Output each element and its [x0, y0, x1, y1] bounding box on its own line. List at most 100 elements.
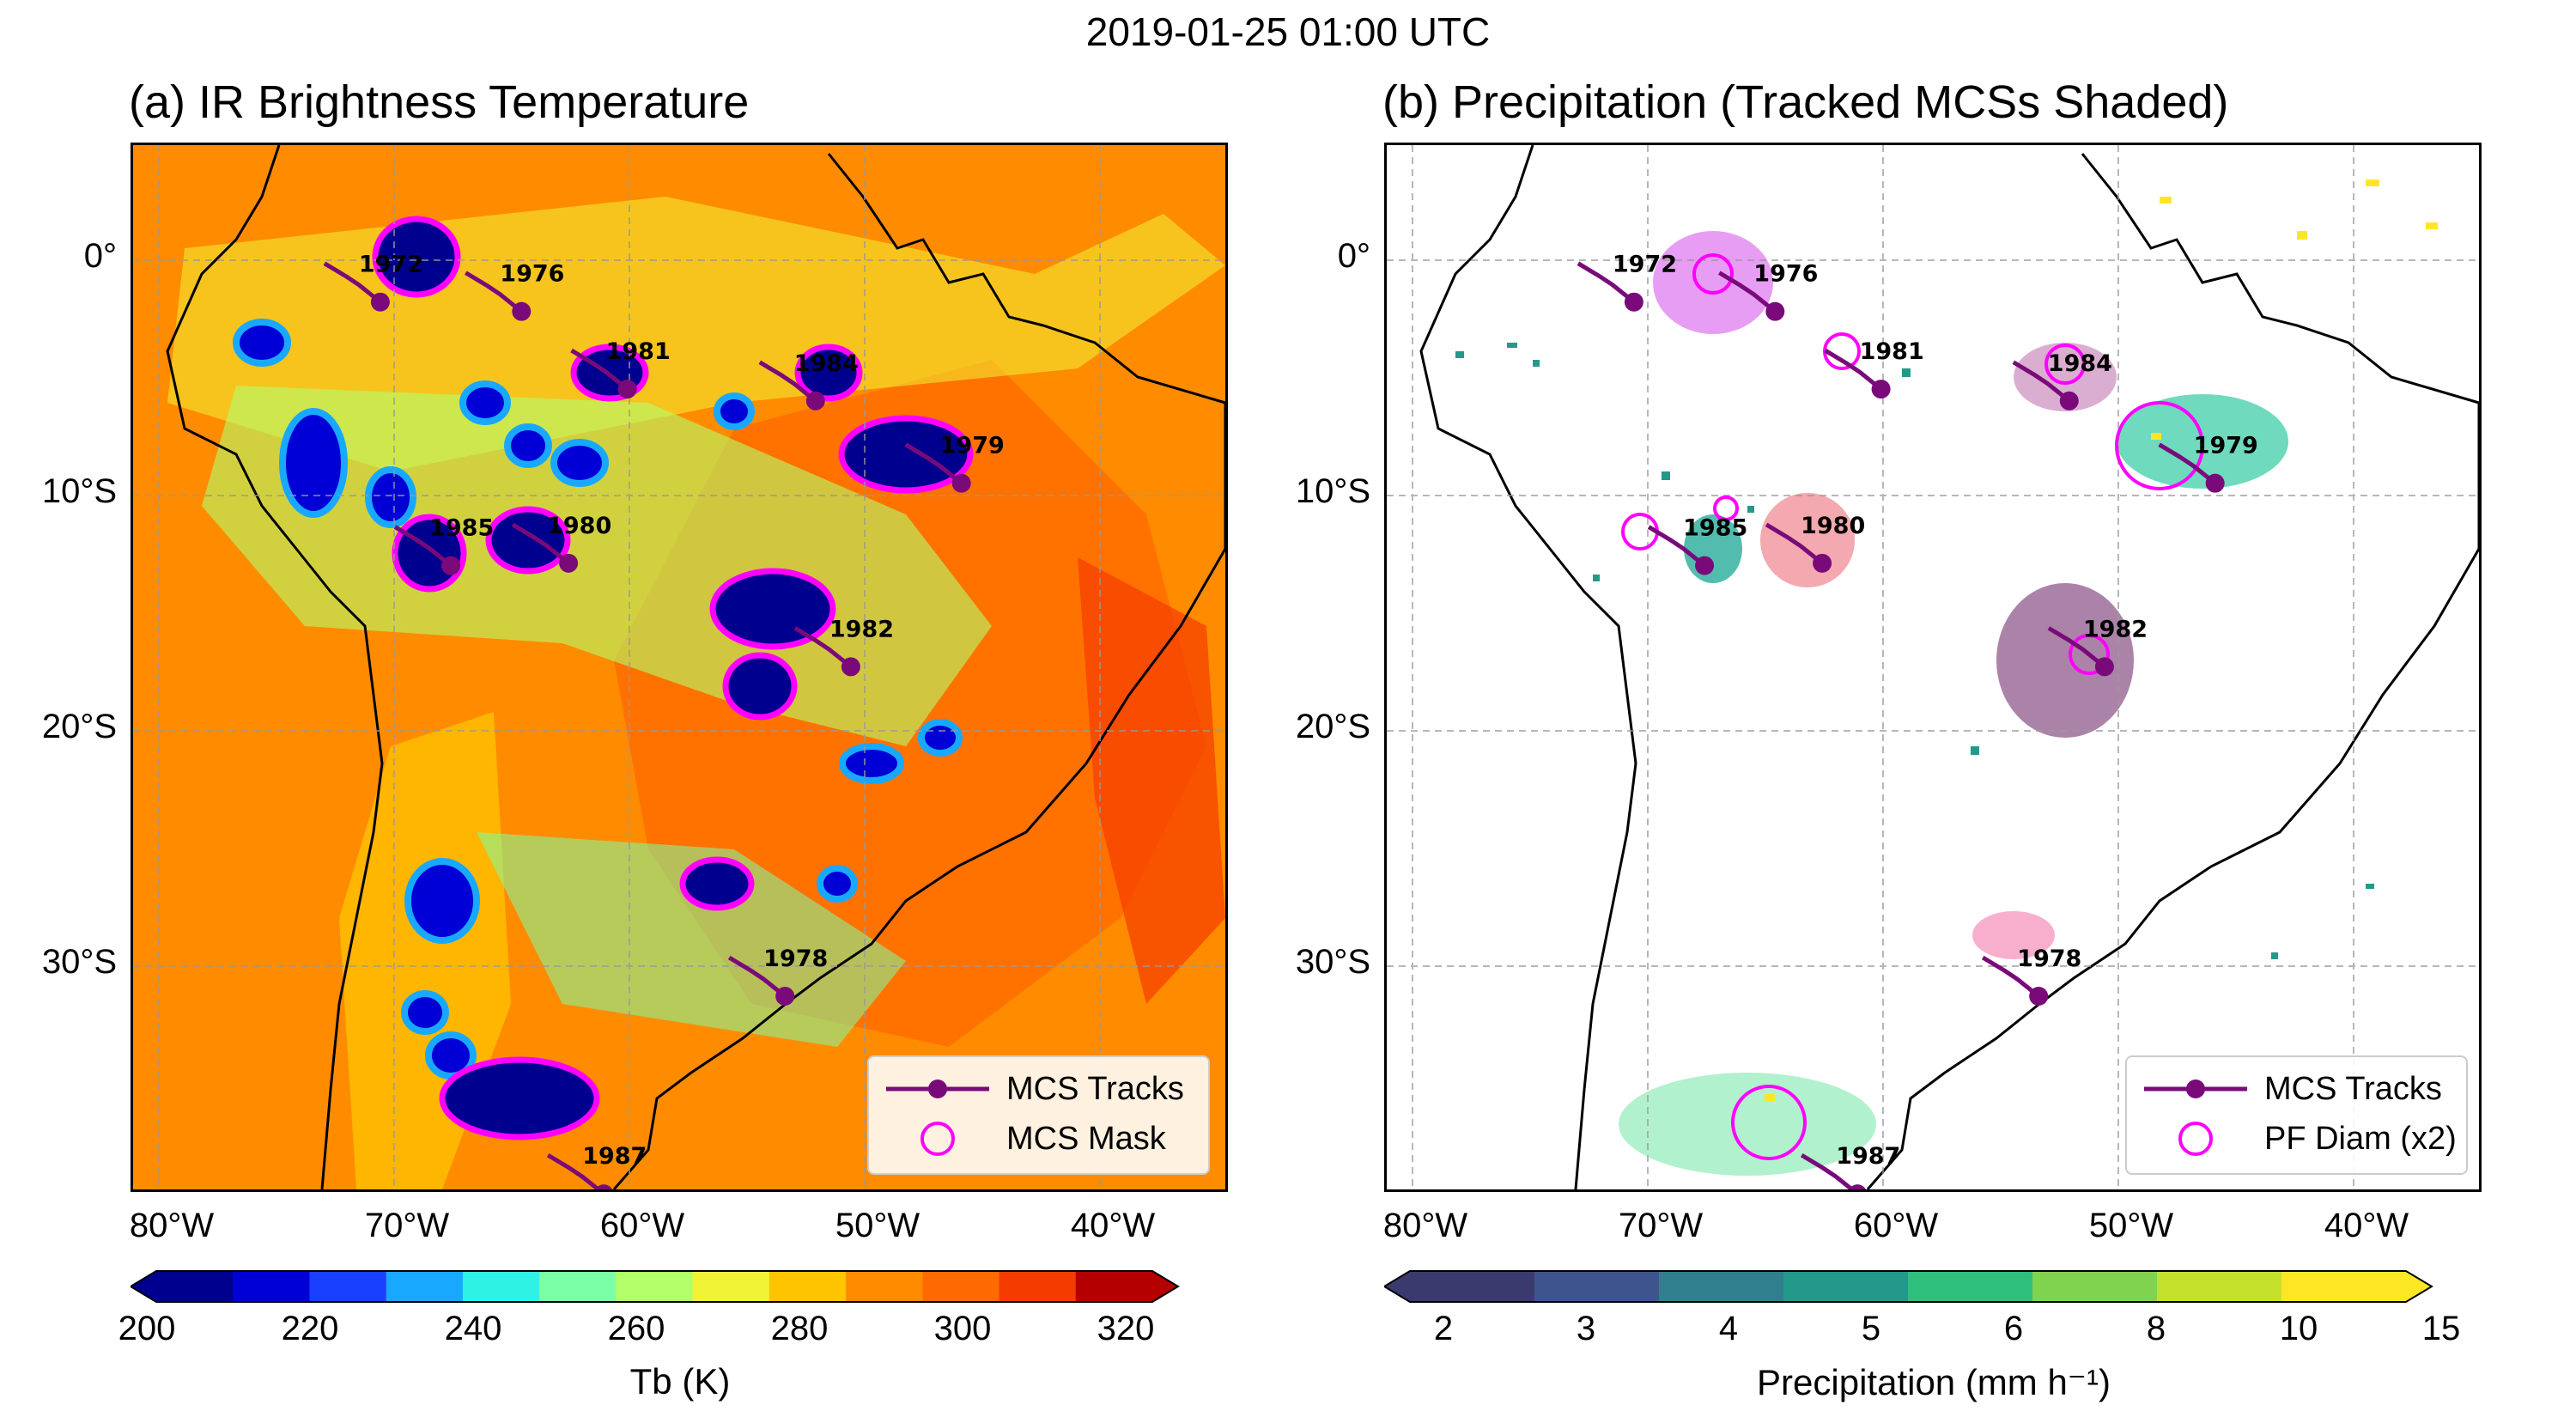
lat-label-a-3: 30°S — [41, 943, 117, 981]
cbar-b-outline — [1384, 1270, 2433, 1303]
figure-title: 2019-01-25 01:00 UTC — [1085, 9, 1491, 54]
cbar-b-swatch-6 — [2157, 1271, 2282, 1302]
cbar-b-extend-low — [1384, 1271, 1410, 1302]
lon-label-a-0: 80°W — [129, 1207, 215, 1244]
lon-label-a-4: 40°W — [1070, 1207, 1156, 1244]
lon-label-b-4: 40°W — [2324, 1207, 2409, 1244]
lat-label-b-3: 30°S — [1295, 943, 1370, 981]
track-label-1976: 1976 — [500, 261, 564, 288]
cbar-a-swatch-9 — [846, 1271, 923, 1302]
cbar-b-tick-1: 3 — [1576, 1310, 1596, 1347]
track-point-1985 — [441, 556, 461, 575]
track-line-1982 — [2047, 626, 2106, 669]
panel-b-tracks: 1972 1976 1981 1984 1979 1985 1980 1982 1978 1987 — [1577, 252, 2258, 1189]
pf-circle-1979 — [2115, 401, 2204, 490]
cbar-a-swatch-11 — [999, 1271, 1077, 1302]
track-line-1987 — [1800, 1153, 1856, 1189]
cbar-a-swatch-3 — [386, 1271, 464, 1302]
cbar-a-swatch-2 — [309, 1271, 387, 1302]
lat-label-b-2: 20°S — [1295, 708, 1370, 745]
cbar-b-swatch-3 — [1783, 1271, 1909, 1302]
cbar-b-tick-6: 10 — [2279, 1310, 2318, 1347]
track-point-1976 — [1765, 301, 1785, 321]
track-label-1981: 1981 — [1860, 338, 1924, 365]
mcs-shade-1987 — [1619, 1073, 1876, 1176]
cbar-a-swatch-4 — [462, 1271, 540, 1302]
track-line-1980 — [511, 522, 570, 565]
cbar-a-extend-low — [131, 1271, 156, 1302]
cbar-b-label: Precipitation (mm h⁻¹) — [1757, 1362, 2111, 1402]
cbar-b-swatch-1 — [1534, 1271, 1660, 1302]
panel-b-legend: MCS Tracks PF Diam (x2) — [2125, 1055, 2468, 1175]
legend-tracks-entry: MCS Tracks — [869, 1067, 1208, 1110]
track-label-1984: 1984 — [2048, 350, 2112, 377]
track-line-1985 — [1647, 525, 1706, 568]
track-line-1979 — [2158, 442, 2217, 485]
cbar-a-label: Tb (K) — [629, 1361, 731, 1402]
cbar-b-swatch-4 — [1908, 1271, 2033, 1302]
cbar-b-tick-4: 6 — [2003, 1310, 2024, 1347]
pf-circle-1981 — [1823, 332, 1861, 370]
track-point-1976 — [512, 301, 532, 321]
pf-circle-1987 — [1731, 1085, 1807, 1160]
panel-a-tracks: 1972 1976 1981 1984 1979 1985 1980 1982 1978 1987 — [323, 252, 1005, 1189]
cbar-a-tick-4: 280 — [770, 1310, 829, 1347]
lon-label-a-1: 70°W — [364, 1207, 450, 1244]
pf-circle-1980 — [1713, 496, 1739, 521]
cbar-a-swatch-7 — [692, 1271, 770, 1302]
panel-b-map: 1972 1976 1981 1984 1979 1985 1980 1982 1978 1987… — [1384, 143, 2482, 1192]
legend-b-tracks-entry: MCS Tracks — [2127, 1067, 2466, 1110]
cbar-b-tick-7: 15 — [2421, 1310, 2461, 1347]
track-line-1981 — [570, 348, 629, 392]
track-label-1972: 1972 — [1613, 252, 1677, 278]
track-label-1987: 1987 — [1836, 1143, 1900, 1170]
legend-mask-entry: MCS Mask — [869, 1117, 1208, 1160]
cbar-a-swatch-8 — [769, 1271, 847, 1302]
track-line-1979 — [904, 442, 963, 485]
legend-b-tracks-label: MCS Tracks — [2264, 1071, 2442, 1107]
track-label-1982: 1982 — [2083, 616, 2148, 642]
cbar-b-tick-0: 2 — [1433, 1310, 1454, 1347]
track-label-1979: 1979 — [940, 433, 1005, 459]
track-line-1978 — [727, 955, 787, 998]
cbar-a-outline — [131, 1270, 1180, 1303]
panel-a-field — [133, 145, 1225, 1189]
mcs-shade-1982 — [1996, 583, 2134, 738]
track-point-1979 — [951, 473, 971, 493]
track-point-1984 — [2059, 391, 2079, 411]
cbar-a-swatch-1 — [233, 1271, 310, 1302]
legend-pf-label: PF Diam (x2) — [2264, 1121, 2457, 1157]
cbar-b-swatch-0 — [1410, 1271, 1535, 1302]
track-label-1980: 1980 — [1801, 513, 1865, 539]
track-label-1981: 1981 — [606, 338, 671, 365]
track-point-1981 — [1871, 380, 1891, 399]
lon-label-b-3: 50°W — [2088, 1207, 2174, 1244]
cbar-a-swatch-10 — [922, 1271, 1000, 1302]
track-line-1984 — [2012, 360, 2071, 403]
legend-tracks-label: MCS Tracks — [1006, 1071, 1184, 1107]
cbar-b-tick-3: 5 — [1861, 1310, 1881, 1347]
track-point-1982 — [841, 657, 860, 677]
panel-b-colorbar — [1384, 1270, 2433, 1303]
track-line-1987 — [546, 1153, 602, 1189]
lon-label-a-2: 60°W — [599, 1207, 685, 1244]
pf-circle-1982 — [2069, 634, 2110, 675]
lat-label-a-2: 20°S — [41, 708, 117, 745]
cbar-a-tick-0: 200 — [118, 1310, 176, 1347]
track-label-1976: 1976 — [1753, 261, 1818, 288]
track-line-1978 — [1981, 955, 2040, 998]
track-line-1982 — [793, 626, 853, 669]
track-point-1984 — [805, 391, 825, 411]
mcs-shade-1976 — [1653, 231, 1773, 334]
panel-a-colorbar — [131, 1270, 1180, 1303]
track-label-1982: 1982 — [829, 616, 894, 642]
track-point-1980 — [1813, 553, 1832, 573]
track-point-1985 — [1695, 556, 1715, 575]
coastline-a — [166, 145, 1225, 1189]
cbar-b-swatch-7 — [2281, 1271, 2407, 1302]
lon-label-a-3: 50°W — [835, 1207, 920, 1244]
track-label-1978: 1978 — [763, 946, 828, 972]
cbar-a-tick-3: 260 — [607, 1310, 665, 1347]
track-line-1980 — [1765, 522, 1824, 565]
cbar-a-swatch-0 — [156, 1271, 234, 1302]
